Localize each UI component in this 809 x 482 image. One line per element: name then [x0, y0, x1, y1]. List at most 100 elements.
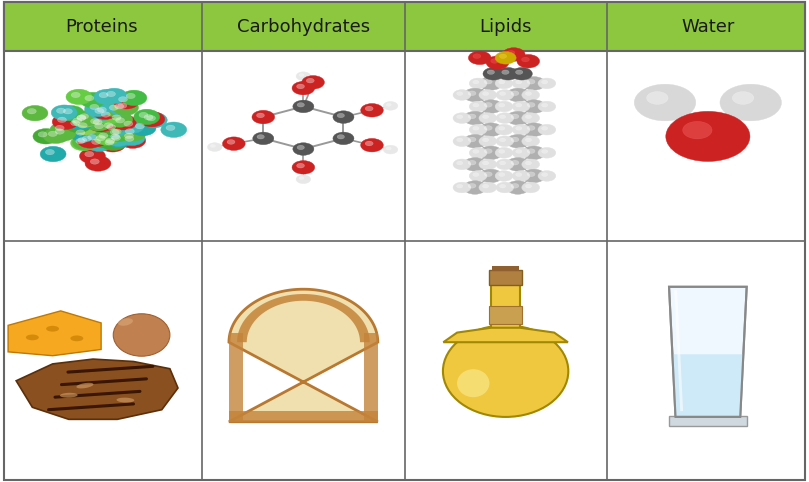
Circle shape	[469, 101, 487, 112]
Circle shape	[527, 103, 535, 107]
Circle shape	[523, 100, 545, 113]
Circle shape	[90, 104, 99, 110]
Circle shape	[506, 88, 529, 102]
Circle shape	[482, 115, 489, 119]
Circle shape	[292, 81, 315, 95]
Ellipse shape	[443, 325, 568, 417]
Circle shape	[40, 147, 66, 162]
Ellipse shape	[116, 398, 134, 402]
Circle shape	[33, 129, 59, 144]
Circle shape	[227, 140, 235, 144]
Circle shape	[107, 132, 133, 147]
Circle shape	[333, 132, 354, 145]
Circle shape	[87, 134, 97, 140]
Circle shape	[90, 120, 116, 136]
Circle shape	[541, 149, 548, 153]
Circle shape	[101, 112, 110, 117]
Polygon shape	[229, 289, 378, 422]
Circle shape	[486, 56, 509, 69]
Circle shape	[512, 171, 530, 181]
Circle shape	[496, 90, 514, 100]
Circle shape	[130, 120, 156, 136]
Circle shape	[480, 146, 502, 160]
Circle shape	[515, 149, 522, 153]
Circle shape	[299, 74, 304, 77]
Circle shape	[511, 137, 519, 142]
Circle shape	[91, 139, 100, 145]
Ellipse shape	[60, 393, 78, 398]
Circle shape	[527, 126, 535, 130]
Circle shape	[126, 93, 135, 99]
Circle shape	[485, 172, 492, 176]
Circle shape	[210, 145, 215, 147]
Circle shape	[498, 126, 505, 130]
Polygon shape	[672, 354, 743, 417]
Circle shape	[104, 123, 113, 128]
Circle shape	[646, 92, 668, 105]
Circle shape	[523, 146, 545, 160]
Circle shape	[90, 105, 116, 120]
Circle shape	[538, 171, 556, 181]
Circle shape	[337, 113, 345, 118]
Circle shape	[525, 115, 532, 119]
Circle shape	[77, 115, 86, 120]
Circle shape	[85, 101, 111, 117]
Circle shape	[55, 129, 64, 134]
Circle shape	[93, 120, 102, 125]
Circle shape	[502, 48, 525, 61]
Circle shape	[107, 112, 133, 127]
Circle shape	[118, 103, 127, 108]
Circle shape	[110, 115, 136, 130]
Circle shape	[50, 126, 76, 141]
Circle shape	[499, 138, 506, 142]
Circle shape	[482, 92, 489, 95]
Ellipse shape	[457, 369, 489, 397]
Circle shape	[125, 129, 134, 134]
Circle shape	[469, 78, 487, 89]
Circle shape	[453, 113, 471, 123]
Circle shape	[522, 182, 540, 193]
Circle shape	[496, 113, 514, 123]
Circle shape	[473, 54, 481, 58]
Circle shape	[485, 126, 492, 130]
Circle shape	[96, 135, 105, 141]
Circle shape	[456, 92, 463, 95]
Bar	[489, 270, 522, 285]
Circle shape	[133, 109, 159, 125]
Circle shape	[119, 130, 145, 146]
Circle shape	[85, 95, 94, 101]
Circle shape	[506, 111, 529, 125]
Circle shape	[112, 100, 138, 115]
Circle shape	[66, 117, 91, 133]
Circle shape	[116, 118, 125, 123]
Circle shape	[732, 92, 754, 105]
Circle shape	[666, 111, 750, 161]
Ellipse shape	[26, 335, 39, 340]
Circle shape	[166, 125, 175, 131]
Circle shape	[297, 103, 304, 107]
Circle shape	[499, 161, 506, 165]
Circle shape	[468, 161, 476, 165]
Circle shape	[161, 122, 187, 137]
Circle shape	[53, 114, 78, 130]
Circle shape	[146, 116, 155, 121]
Circle shape	[541, 80, 548, 84]
Circle shape	[495, 124, 513, 135]
Circle shape	[511, 91, 519, 95]
Circle shape	[480, 77, 502, 90]
Circle shape	[485, 80, 492, 84]
Circle shape	[112, 115, 121, 120]
Circle shape	[453, 159, 471, 170]
Circle shape	[499, 92, 506, 95]
Circle shape	[495, 52, 516, 64]
Circle shape	[45, 149, 54, 155]
Ellipse shape	[70, 335, 83, 341]
Circle shape	[73, 134, 99, 150]
Circle shape	[91, 132, 117, 147]
Circle shape	[296, 72, 311, 80]
Circle shape	[479, 113, 497, 123]
Circle shape	[78, 137, 87, 143]
Circle shape	[76, 138, 85, 144]
Circle shape	[99, 120, 125, 135]
Polygon shape	[16, 359, 178, 419]
